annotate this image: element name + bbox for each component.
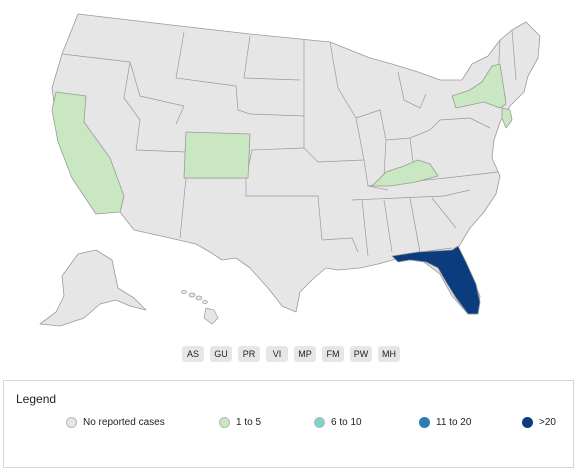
state-kentucky[interactable] — [371, 159, 439, 187]
territory-pw-button[interactable]: PW — [350, 346, 372, 362]
state-new-jersey[interactable] — [501, 107, 513, 129]
state-new-york[interactable] — [451, 63, 507, 109]
legend-item-6-to-10: 6 to 10 — [314, 417, 362, 428]
legend-item-no-cases: No reported cases — [66, 417, 165, 428]
legend-label: >20 — [539, 417, 556, 428]
territory-mp-button[interactable]: MP — [294, 346, 316, 362]
territory-vi-button[interactable]: VI — [266, 346, 288, 362]
legend-swatch-icon — [419, 417, 430, 428]
legend-swatch-icon — [522, 417, 533, 428]
state-alaska[interactable] — [39, 249, 147, 327]
legend-label: 1 to 5 — [236, 417, 262, 428]
state-other[interactable] — [51, 13, 541, 315]
state-florida[interactable] — [391, 245, 481, 315]
us-map — [39, 13, 541, 327]
state-hawaii[interactable] — [181, 290, 219, 325]
legend: Legend No reported cases 1 to 5 6 to 10 … — [3, 380, 574, 468]
territory-pr-button[interactable]: PR — [238, 346, 260, 362]
territory-gu-button[interactable]: GU — [210, 346, 232, 362]
legend-title: Legend — [16, 392, 57, 406]
legend-item-1-to-5: 1 to 5 — [219, 417, 261, 428]
us-map-svg — [39, 13, 541, 327]
territory-fm-button[interactable]: FM — [322, 346, 344, 362]
legend-swatch-icon — [219, 417, 230, 428]
legend-item-11-to-20: 11 to 20 — [419, 417, 471, 428]
legend-label: No reported cases — [83, 417, 165, 428]
legend-swatch-icon — [66, 417, 77, 428]
state-california[interactable] — [51, 91, 125, 215]
legend-swatch-icon — [314, 417, 325, 428]
state-colorado[interactable] — [183, 131, 251, 179]
legend-label: 6 to 10 — [331, 417, 362, 428]
legend-item-over-20: >20 — [522, 417, 556, 428]
territory-buttons: AS GU PR VI MP FM PW MH — [0, 346, 582, 362]
territory-mh-button[interactable]: MH — [378, 346, 400, 362]
legend-label: 11 to 20 — [436, 417, 472, 428]
territory-as-button[interactable]: AS — [182, 346, 204, 362]
